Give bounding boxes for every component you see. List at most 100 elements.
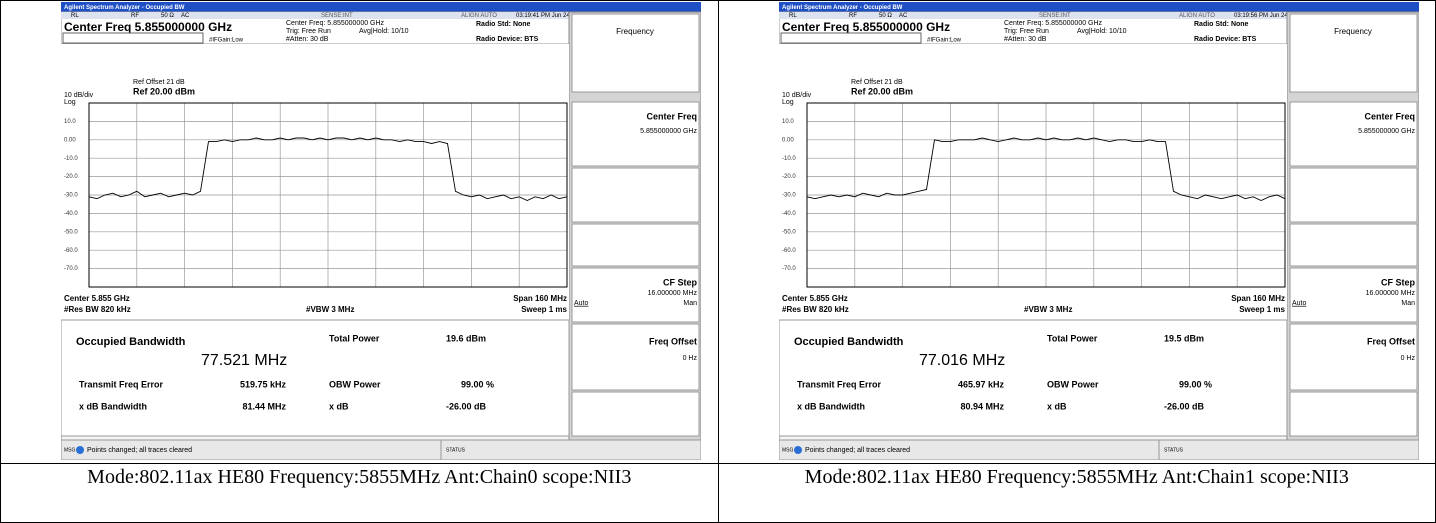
info-icon xyxy=(793,446,802,454)
label: Total Power xyxy=(329,333,380,343)
label: #IFGain:Low xyxy=(927,38,962,44)
y-tick-label: -30.0 xyxy=(64,193,78,199)
label: OBW Power xyxy=(329,379,381,389)
label: 99.00 % xyxy=(1179,379,1212,389)
label: x dB xyxy=(329,401,349,411)
y-tick-label: -60.0 xyxy=(782,248,796,254)
label: Center Freq: 5.855000000 GHz xyxy=(286,20,385,27)
y-tick-label: -40.0 xyxy=(64,211,78,217)
label: 77.521 MHz xyxy=(201,352,287,369)
label: MSG xyxy=(64,447,76,453)
caption-cell: Mode:802.11ax HE80 Frequency:5855MHz Ant… xyxy=(717,463,1436,523)
label: #VBW 3 MHz xyxy=(306,305,354,314)
status-strip xyxy=(61,12,569,19)
label: Points changed; all traces cleared xyxy=(805,447,910,454)
status-strip xyxy=(778,12,1287,19)
y-tick-label: -20.0 xyxy=(64,174,78,180)
softkey xyxy=(571,267,700,323)
softkey xyxy=(571,101,700,167)
softkey-label: CF Step xyxy=(1380,277,1415,287)
label: #Res BW 820 kHz xyxy=(64,305,131,314)
softkey-label: Center Freq xyxy=(646,111,697,121)
label: RL xyxy=(71,13,79,19)
label: 19.6 dBm xyxy=(446,333,486,343)
label: Transmit Freq Error xyxy=(797,379,882,389)
softkey xyxy=(1289,167,1417,223)
label: Trig: Free Run xyxy=(1004,28,1049,35)
label: RL xyxy=(789,13,797,19)
graph-frame xyxy=(88,102,568,288)
label: Auto xyxy=(1292,300,1307,307)
input-box xyxy=(780,32,921,44)
softkey xyxy=(571,223,700,267)
label: 10 dB/div xyxy=(782,92,812,99)
label: Man xyxy=(683,300,697,307)
label: Auto xyxy=(574,300,589,307)
label: Avg|Hold: 10/10 xyxy=(1077,28,1127,35)
analyzer-screen: Agilent Spectrum Analyzer - Occupied BW R… xyxy=(61,2,701,460)
label: Occupied Bandwidth xyxy=(794,336,904,348)
center-freq-title: Center Freq 5.855000000 GHz xyxy=(782,20,950,34)
label: 519.75 kHz xyxy=(240,379,287,389)
y-tick-label: -60.0 xyxy=(64,248,78,254)
label: 465.97 kHz xyxy=(957,379,1004,389)
label: #Atten: 30 dB xyxy=(1004,36,1047,43)
label: 50 Ω xyxy=(161,13,174,19)
softkey xyxy=(1289,13,1417,93)
softkey xyxy=(1289,267,1417,323)
softkey-label: Freq Offset xyxy=(649,336,697,346)
label: Total Power xyxy=(1047,333,1098,343)
label: MSG xyxy=(782,447,794,453)
label: x dB Bandwidth xyxy=(797,401,865,411)
label: 16.000000 MHz xyxy=(1365,290,1415,297)
label: Points changed; all traces cleared xyxy=(87,447,192,454)
label: Radio Std: None xyxy=(476,21,531,28)
screenshot-cell: Agilent Spectrum Analyzer - Occupied BW R… xyxy=(0,0,719,464)
label: Span 160 MHz xyxy=(1231,294,1285,303)
label: OBW Power xyxy=(1047,379,1099,389)
label: Sweep 1 ms xyxy=(521,305,567,314)
label: -26.00 dB xyxy=(1164,401,1205,411)
label: 03:19:41 PM Jun 24, 2024 xyxy=(516,13,587,19)
label: Log xyxy=(782,99,794,106)
label: STATUS xyxy=(1164,447,1184,453)
label: 16.000000 MHz xyxy=(648,290,698,297)
y-tick-label: -70.0 xyxy=(782,266,796,272)
label: Radio Device: BTS xyxy=(476,36,539,43)
label: Avg|Hold: 10/10 xyxy=(359,28,409,35)
label: ALIGN AUTO xyxy=(1179,13,1215,19)
label: 80.94 MHz xyxy=(960,401,1004,411)
softkey-label: Freq Offset xyxy=(1366,336,1414,346)
label: AC xyxy=(899,13,908,19)
label: Ref 20.00 dBm xyxy=(133,86,195,96)
label: 5.855000000 GHz xyxy=(1358,128,1415,135)
softkey-title: Frequency xyxy=(616,27,654,36)
y-tick-label: 0.00 xyxy=(782,137,794,143)
graph-frame xyxy=(806,102,1285,288)
label: 81.44 MHz xyxy=(242,401,286,411)
label: 99.00 % xyxy=(461,379,494,389)
label: Sweep 1 ms xyxy=(1239,305,1285,314)
window-title: Agilent Spectrum Analyzer - Occupied BW xyxy=(64,5,185,11)
y-tick-label: -10.0 xyxy=(64,156,78,162)
title-bar xyxy=(61,2,701,12)
label: Occupied Bandwidth xyxy=(76,336,186,348)
softkey xyxy=(571,167,700,223)
softkey xyxy=(1289,223,1417,267)
y-tick-label: -50.0 xyxy=(782,229,796,235)
label: 0 Hz xyxy=(1400,355,1415,362)
window-title: Agilent Spectrum Analyzer - Occupied BW xyxy=(782,5,903,11)
graph-area xyxy=(778,44,1287,320)
label: x dB Bandwidth xyxy=(79,401,147,411)
y-tick-label: 0.00 xyxy=(64,137,76,143)
input-box xyxy=(62,32,204,44)
label: ALIGN AUTO xyxy=(461,13,497,19)
label: Center 5.855 GHz xyxy=(64,294,130,303)
softkey xyxy=(571,13,700,93)
label: 19.5 dBm xyxy=(1164,333,1204,343)
caption: Mode:802.11ax HE80 Frequency:5855MHz Ant… xyxy=(804,466,1349,488)
softkey xyxy=(1289,391,1417,437)
graph-area xyxy=(61,44,569,320)
y-tick-label: -70.0 xyxy=(64,266,78,272)
